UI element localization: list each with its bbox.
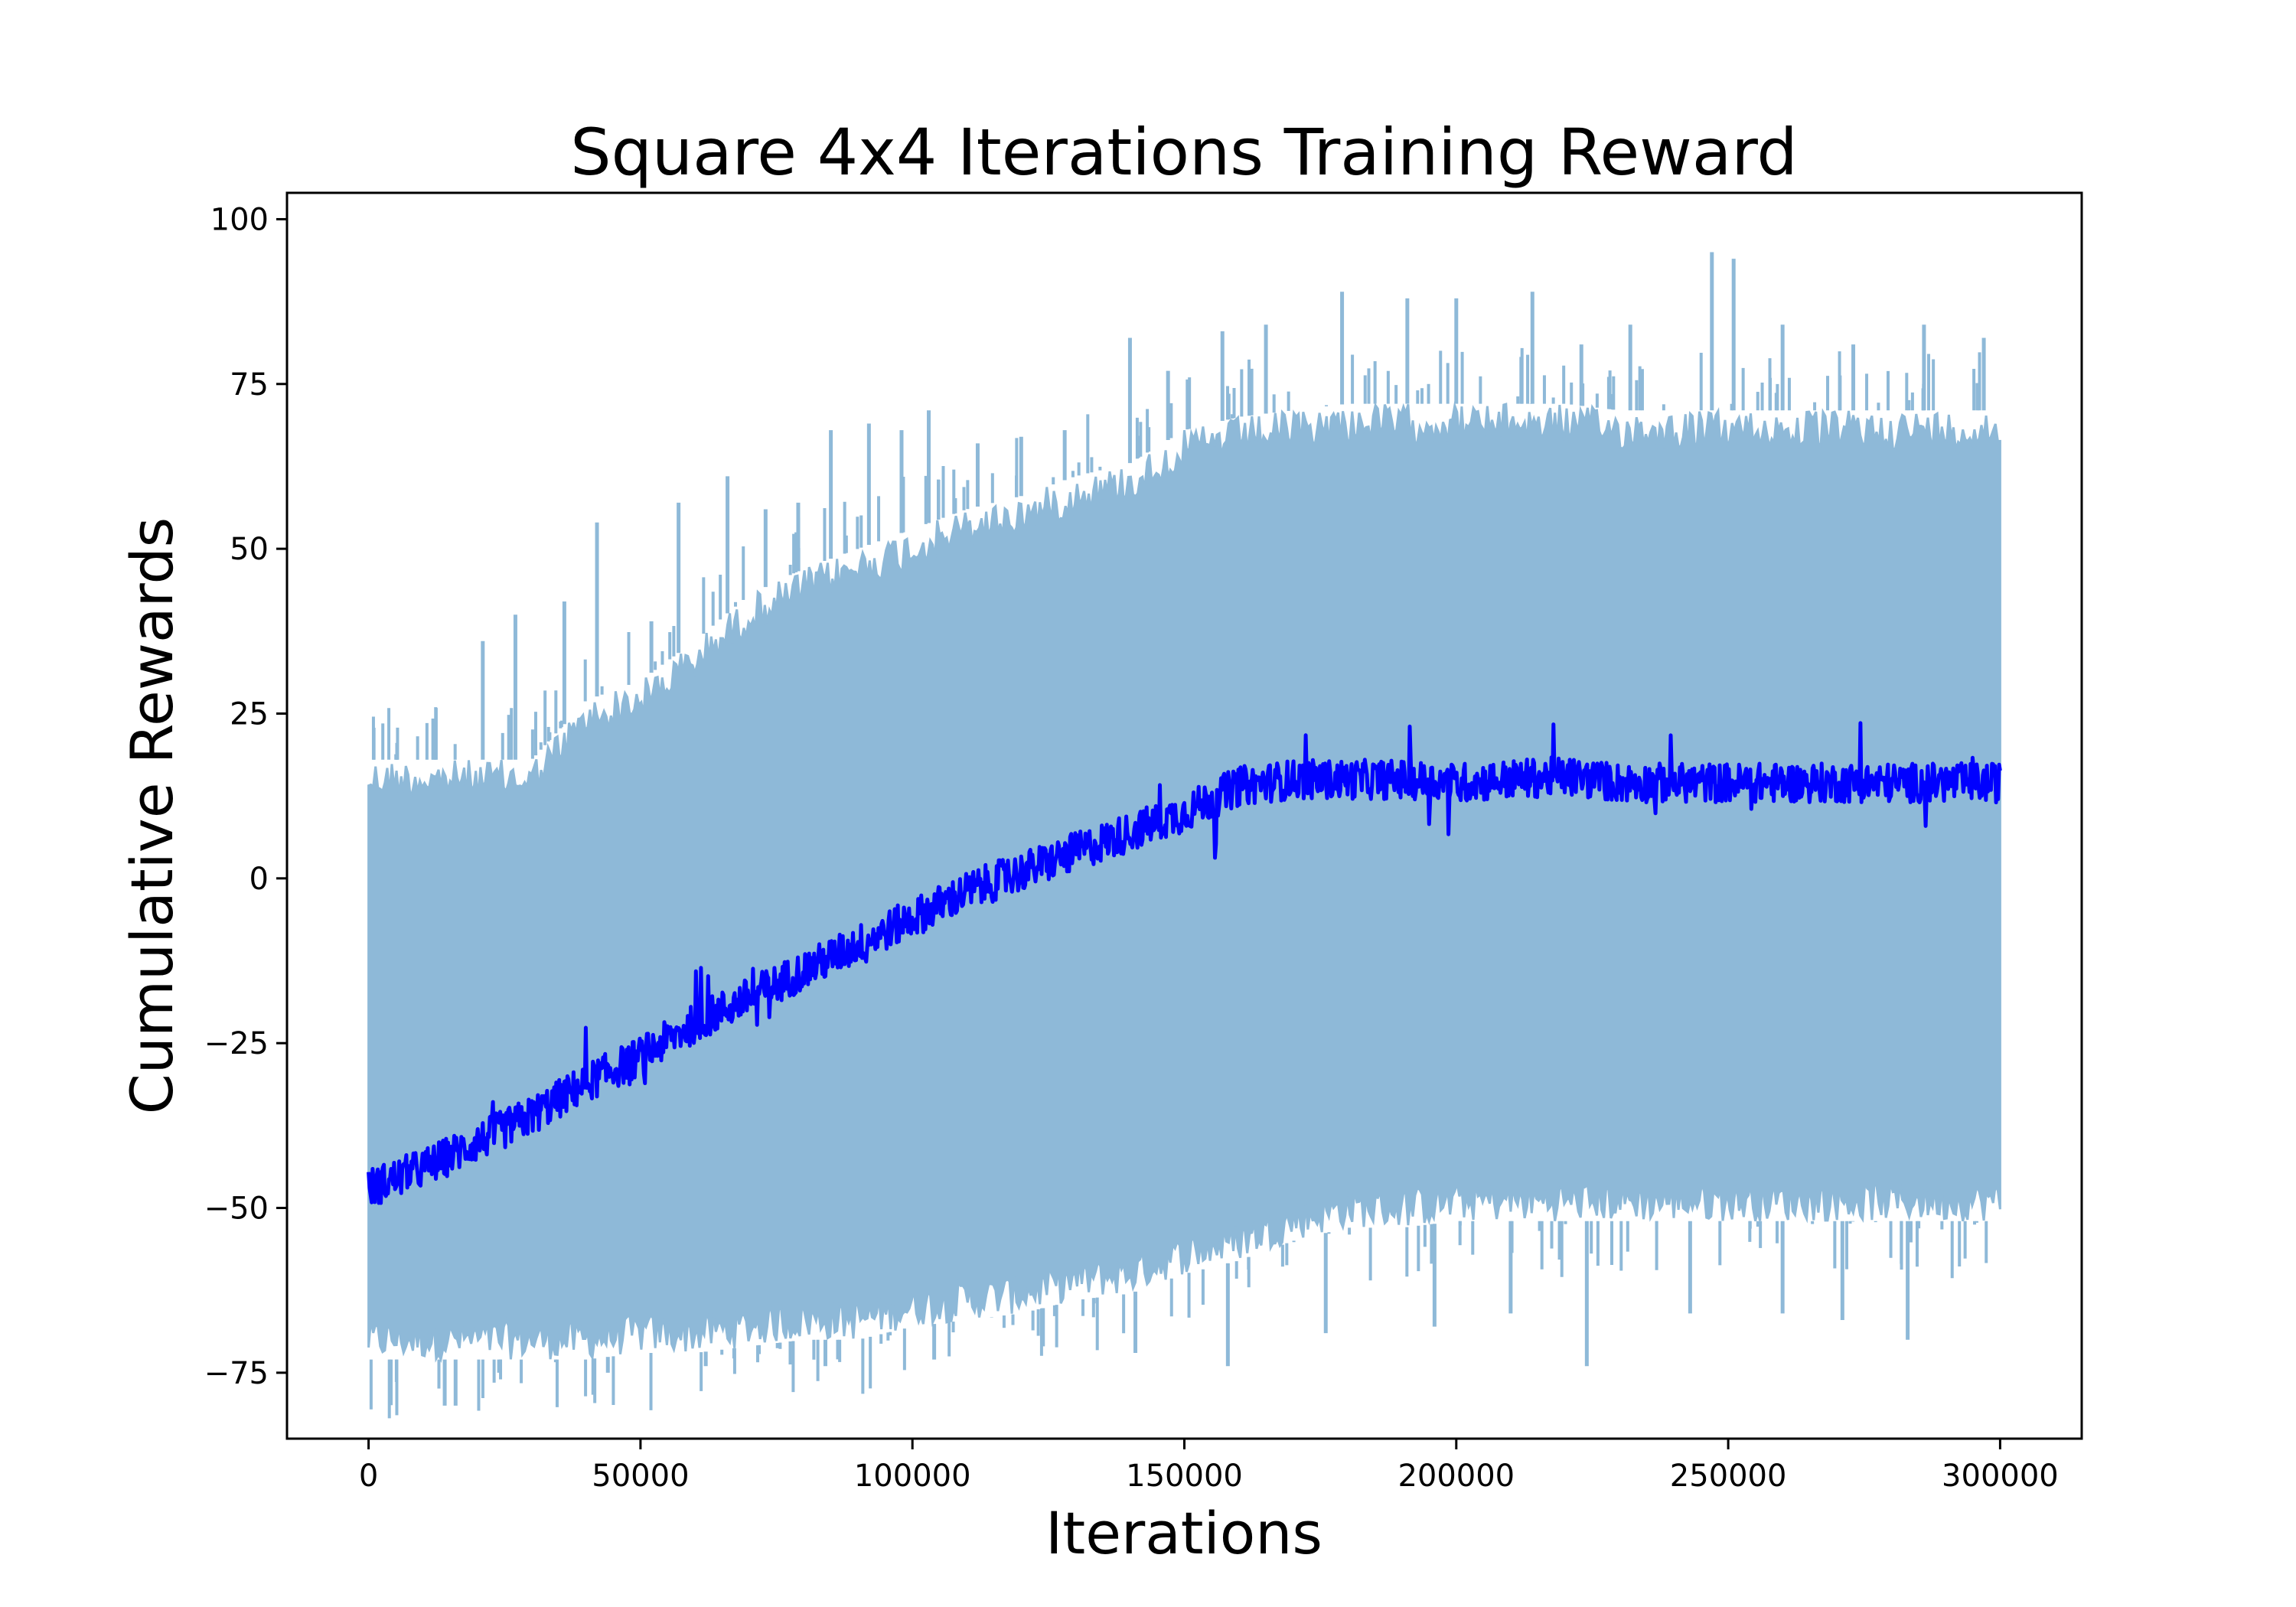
raw-reward-band	[367, 401, 2001, 1364]
x-tick-label: 50000	[592, 1459, 689, 1494]
x-tick-label: 250000	[1670, 1459, 1787, 1494]
y-tick-label: 50	[230, 532, 269, 567]
y-axis-label: Cumulative Rewards	[118, 517, 186, 1115]
y-tick-label: −25	[204, 1026, 269, 1061]
y-tick-label: −50	[204, 1191, 269, 1227]
y-tick-label: 25	[230, 696, 269, 732]
x-axis: 0 50000 100000 150000 200000 250000 300000	[359, 1439, 2059, 1494]
series-smoothed-reward	[367, 721, 2002, 1205]
x-tick-label: 150000	[1126, 1459, 1243, 1494]
smoothed-reward-line	[367, 721, 2002, 1205]
x-tick-label: 200000	[1397, 1459, 1515, 1494]
x-tick-label: 100000	[854, 1459, 971, 1494]
y-tick-label: 75	[230, 367, 269, 403]
x-tick-label: 0	[359, 1459, 378, 1494]
y-tick-label: −75	[204, 1356, 269, 1391]
chart-title: Square 4x4 Iterations Training Reward	[570, 115, 1797, 190]
series-raw-reward	[367, 252, 2001, 1419]
plot-area	[367, 252, 2002, 1419]
x-tick-label: 300000	[1942, 1459, 2059, 1494]
y-tick-label: 0	[249, 862, 269, 897]
y-axis: −75 −50 −25 0 25 50 75 100	[204, 202, 287, 1391]
x-axis-label: Iterations	[1045, 1499, 1322, 1567]
y-tick-label: 100	[210, 202, 269, 237]
